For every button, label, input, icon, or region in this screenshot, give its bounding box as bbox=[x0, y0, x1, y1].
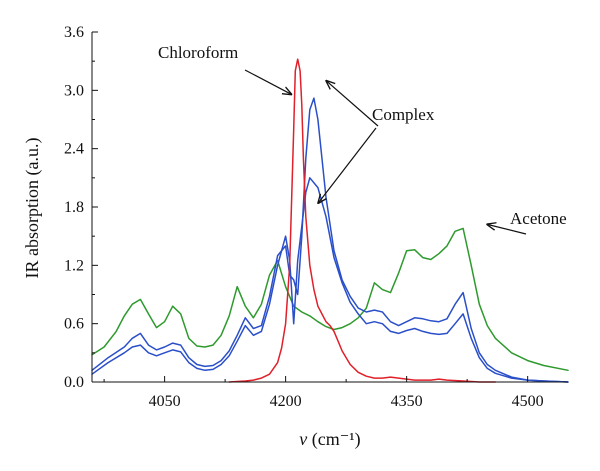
x-tick-label: 4350 bbox=[391, 393, 423, 410]
series-line-complex-2 bbox=[91, 177, 569, 383]
annotations-layer: Chloroform Complex Acetone bbox=[158, 43, 567, 235]
x-tick-label: 4200 bbox=[270, 393, 302, 410]
annotation-acetone: Acetone bbox=[510, 209, 567, 228]
x-tick-label: 4050 bbox=[149, 393, 181, 410]
annotation-arrow-acetone bbox=[487, 224, 527, 235]
x-axis-title: ν (cm⁻¹) bbox=[299, 429, 360, 450]
y-axis-title: IR absorption (a.u.) bbox=[22, 138, 43, 279]
y-tick-label: 0.0 bbox=[64, 374, 84, 391]
y-tick-label: 1.8 bbox=[64, 199, 84, 216]
y-tick-label: 3.0 bbox=[64, 82, 84, 99]
y-tick-label: 0.6 bbox=[64, 316, 84, 333]
annotation-arrow-chloroform bbox=[244, 69, 291, 94]
annotation-arrow-complex-lower bbox=[318, 127, 377, 203]
axes-layer: 0.0 0.6 1.2 1.8 2.4 3.0 3.6 4050 4200 4350 4500 bbox=[64, 24, 568, 410]
annotation-complex: Complex bbox=[372, 105, 435, 124]
y-tick-label: 2.4 bbox=[64, 141, 84, 158]
annotation-arrow-complex-upper bbox=[326, 81, 379, 127]
annotation-chloroform: Chloroform bbox=[158, 43, 238, 62]
series-line-chloroform-3 bbox=[228, 58, 497, 383]
series-line-acetone-0 bbox=[91, 227, 569, 372]
x-tick-label: 4500 bbox=[512, 393, 544, 410]
x-axis-variable: ν bbox=[299, 429, 307, 449]
series-line-complex-1 bbox=[91, 97, 569, 383]
series-layer bbox=[91, 58, 569, 383]
y-tick-label: 1.2 bbox=[64, 257, 84, 274]
y-tick-label: 3.6 bbox=[64, 24, 84, 41]
x-axis-unit: (cm⁻¹) bbox=[312, 429, 361, 450]
